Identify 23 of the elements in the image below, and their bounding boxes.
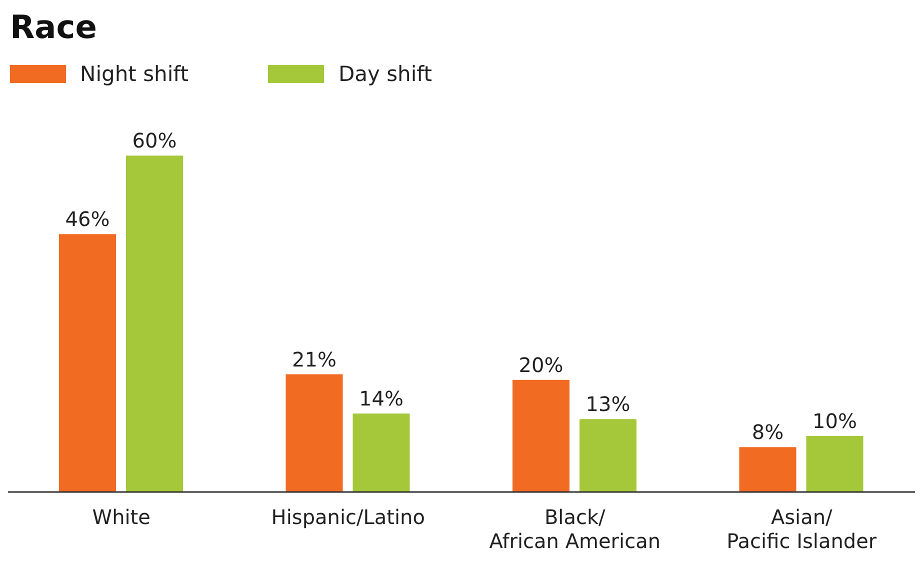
bar (806, 436, 864, 492)
legend-label: Night shift (80, 62, 188, 86)
x-tick-label: Black/ African American (489, 505, 660, 553)
data-label: 21% (292, 347, 336, 372)
legend-label: Day shift (338, 62, 432, 86)
bar (352, 414, 410, 492)
data-label: 60% (132, 128, 177, 153)
bar (59, 234, 116, 492)
chart-title: Race (10, 8, 98, 48)
x-tick-label: Hispanic/Latino (271, 505, 425, 529)
x-tick-label: Asian/ Pacific Islander (726, 505, 878, 553)
x-tick-label: White (92, 505, 150, 529)
bar (580, 419, 636, 492)
data-label: 46% (65, 207, 110, 232)
bar (512, 380, 570, 492)
data-label: 8% (752, 420, 784, 444)
data-label: 13% (586, 392, 630, 416)
bar (286, 374, 343, 492)
data-label: 10% (812, 408, 857, 433)
bar (739, 447, 796, 492)
data-label: 20% (518, 352, 564, 377)
bar (126, 156, 183, 492)
data-label: 14% (359, 386, 404, 411)
